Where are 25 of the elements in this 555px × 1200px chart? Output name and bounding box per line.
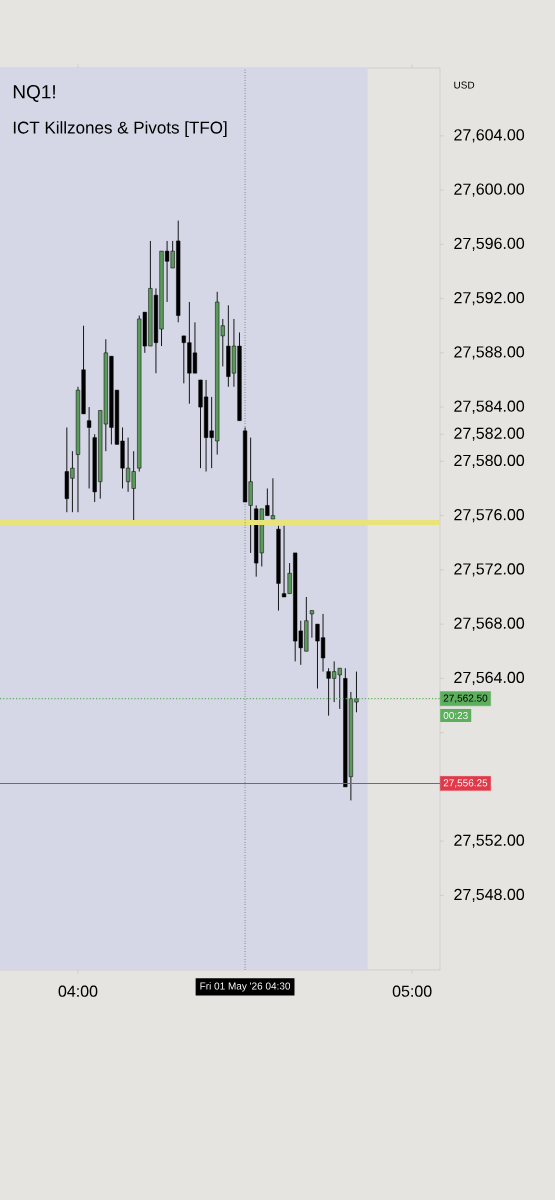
y-tick-label: 27,572.00 xyxy=(454,563,525,577)
candlestick xyxy=(87,406,92,489)
y-tick-label: 27,600.00 xyxy=(454,183,525,197)
y-tick-label: 27,588.00 xyxy=(454,346,525,360)
y-tick-label: 27,552.00 xyxy=(454,834,525,848)
text: NQ1! xyxy=(13,85,55,102)
y-tick-label: 27,576.00 xyxy=(454,509,525,523)
text: USD xyxy=(454,81,475,89)
x-tick-label: 04:00 xyxy=(58,985,98,997)
candlestick xyxy=(309,610,314,639)
y-tick-label: 27,580.00 xyxy=(454,454,525,468)
ref-line-label: 27,556.25 xyxy=(443,779,488,788)
ref-line-label: Fri 01 May '26 04:30 xyxy=(200,982,291,992)
y-tick-label: 27,596.00 xyxy=(454,237,525,251)
y-tick-label: 27,548.00 xyxy=(454,888,525,902)
x-tick-label: 05:00 xyxy=(392,985,432,997)
y-tick-label: 27,568.00 xyxy=(454,617,525,631)
y-tick-label: 27,604.00 xyxy=(454,129,525,143)
ref-line-label: 27,562.50 xyxy=(443,694,488,703)
text: ICT Killzones & Pivots [TFO] xyxy=(13,121,227,137)
text: 00:23 xyxy=(443,711,468,719)
y-tick-label: 27,564.00 xyxy=(454,671,525,685)
y-tick-label: 27,582.00 xyxy=(454,427,525,441)
y-tick-label: 27,584.00 xyxy=(454,400,525,414)
y-tick-label: 27,592.00 xyxy=(454,291,525,306)
